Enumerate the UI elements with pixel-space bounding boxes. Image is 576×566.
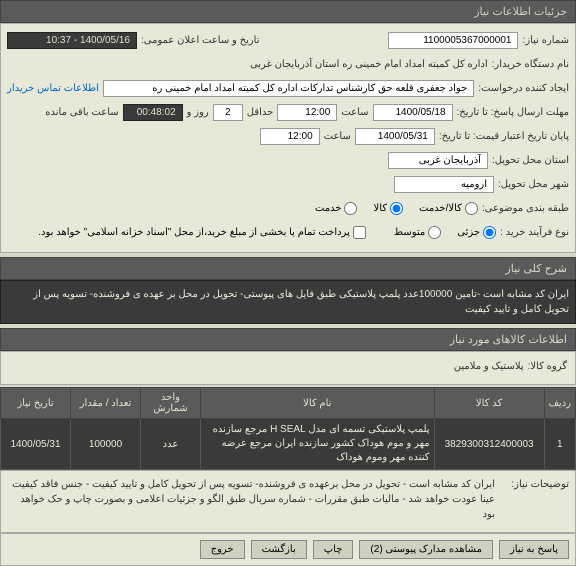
deadline-date: 1400/05/18: [373, 104, 453, 121]
proc-radio-1[interactable]: [428, 226, 441, 239]
deadline-time: 12:00: [277, 104, 337, 121]
remaining-suffix: ساعت باقی مانده: [45, 107, 118, 118]
validity-label: پایان تاریخ اعتبار قیمت: تا تاریخ:: [439, 131, 569, 142]
announce-value: 1400/05/16 - 10:37: [7, 32, 137, 49]
notes-panel: توضیحات نیاز: ایران کد مشابه است - تحویل…: [0, 470, 576, 533]
button-bar: پاسخ به نیاز مشاهده مدارک پیوستی (2) چاپ…: [0, 533, 576, 566]
category-label: طبقه بندی موضوعی:: [482, 203, 569, 214]
buyer-value: اداره کل کمیته امداد امام خمینی ره استان…: [250, 59, 488, 70]
validity-time: 12:00: [260, 128, 320, 145]
cat-radio-1[interactable]: [390, 202, 403, 215]
cat-radio-0[interactable]: [465, 202, 478, 215]
contact-link[interactable]: اطلاعات تماس خریدار: [7, 83, 99, 94]
th-4: تعداد / مقدار: [71, 388, 141, 419]
form-panel: شماره نیاز: 1100005367000001 تاریخ و ساع…: [0, 23, 576, 253]
th-5: تاریخ نیاز: [1, 388, 71, 419]
process-radios: جزئی متوسط: [394, 226, 496, 239]
payment-checkbox[interactable]: [353, 226, 366, 239]
goods-table: ردیف کد کالا نام کالا واحد شمارش تعداد /…: [0, 387, 576, 470]
remaining-days: 2: [213, 104, 243, 121]
page-title: جزئیات اطلاعات نیاز: [474, 6, 567, 18]
validity-time-label: ساعت: [324, 131, 351, 142]
proc-option-1[interactable]: متوسط: [394, 226, 441, 239]
delivery-prov: آذربایجان غربی: [388, 152, 488, 169]
remaining-unit: روز و: [187, 107, 209, 118]
table-header-row: ردیف کد کالا نام کالا واحد شمارش تعداد /…: [1, 388, 576, 419]
deadline-time-label: ساعت: [341, 107, 368, 118]
page-header: جزئیات اطلاعات نیاز: [0, 0, 576, 23]
td-0-4: 100000: [71, 419, 141, 470]
process-label: نوع فرآیند خرید :: [500, 227, 569, 238]
deadline-label: مهلت ارسال پاسخ: تا تاریخ:: [457, 107, 569, 118]
goods-table-wrap: ردیف کد کالا نام کالا واحد شمارش تعداد /…: [0, 387, 576, 470]
td-0-5: 1400/05/31: [1, 419, 71, 470]
group-label: گروه کالا:: [528, 361, 567, 372]
buyer-label: نام دستگاه خریدار:: [492, 59, 569, 70]
th-1: کد کالا: [434, 388, 544, 419]
creator-value: جواد جعفری قلعه حق کارشناس تدارکات اداره…: [103, 80, 474, 97]
notes-label: توضیحات نیاز:: [499, 477, 569, 492]
creator-label: ایجاد کننده درخواست:: [478, 83, 569, 94]
general-desc-text: ایران کد مشابه است -تامین 100000عدد پلمپ…: [0, 280, 576, 324]
cat-option-2[interactable]: خدمت: [315, 202, 358, 215]
announce-label: تاریخ و ساعت اعلان عمومی:: [141, 35, 260, 46]
th-2: نام کالا: [201, 388, 435, 419]
proc-radio-0[interactable]: [483, 226, 496, 239]
cat-option-1[interactable]: کالا: [373, 202, 403, 215]
td-0-2: پلمپ پلاستیکی تسمه ای مدل H SEAL مرجع سا…: [201, 419, 435, 470]
proc-option-0[interactable]: جزئی: [457, 226, 496, 239]
back-button[interactable]: بازگشت: [251, 540, 307, 559]
remaining-clock: 00:48:02: [123, 104, 183, 121]
need-no-value: 1100005367000001: [388, 32, 518, 49]
group-value: پلاستیک و ملامین: [454, 361, 524, 372]
attachments-button[interactable]: مشاهده مدارک پیوستی (2): [359, 540, 493, 559]
exit-button[interactable]: خروج: [200, 540, 245, 559]
td-0-3: عدد: [141, 419, 201, 470]
table-row: 1 3829300312400003 پلمپ پلاستیکی تسمه ای…: [1, 419, 576, 470]
notes-text: ایران کد مشابه است - تحویل در محل برعهده…: [7, 477, 495, 522]
need-no-label: شماره نیاز:: [522, 35, 569, 46]
section-general-desc: شرح کلی نیاز: [0, 257, 576, 280]
th-0: ردیف: [544, 388, 575, 419]
payment-check[interactable]: پرداخت تمام یا بخشی از مبلغ خرید،از محل …: [38, 226, 366, 239]
th-3: واحد شمارش: [141, 388, 201, 419]
print-button[interactable]: چاپ: [313, 540, 354, 559]
validity-date: 1400/05/31: [355, 128, 435, 145]
td-0-0: 1: [544, 419, 575, 470]
section-goods-info: اطلاعات کالاهای مورد نیاز: [0, 328, 576, 351]
remaining-label: حداقل: [247, 107, 274, 118]
delivery-city: ارومیه: [394, 176, 494, 193]
reply-button[interactable]: پاسخ به نیاز: [499, 540, 569, 559]
cat-option-0[interactable]: کالا/خدمت: [419, 202, 478, 215]
delivery-city-label: شهر محل تحویل:: [498, 179, 569, 190]
category-radios: کالا/خدمت کالا خدمت: [315, 202, 478, 215]
delivery-prov-label: استان محل تحویل:: [492, 155, 569, 166]
td-0-1: 3829300312400003: [434, 419, 544, 470]
cat-radio-2[interactable]: [344, 202, 357, 215]
